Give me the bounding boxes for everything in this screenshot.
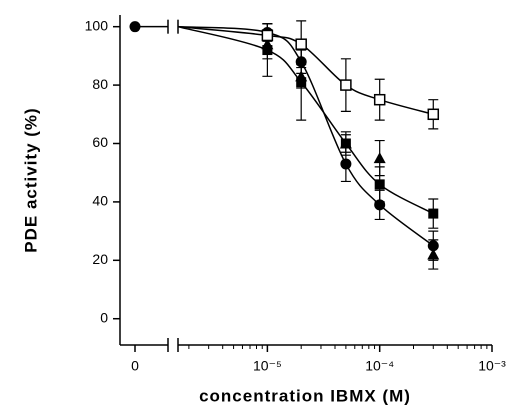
marker (340, 158, 352, 170)
x-tick-label: 0 (131, 358, 139, 374)
x-tick-label: 10⁻⁴ (365, 358, 394, 374)
x-axis-label: concentration IBMX (M) (199, 386, 411, 405)
x-tick-label: 10⁻³ (478, 358, 506, 374)
y-tick-label: 40 (92, 193, 108, 209)
marker (129, 21, 141, 33)
x-tick-label: 10⁻⁵ (253, 358, 282, 374)
marker (339, 137, 352, 149)
marker (427, 108, 440, 121)
y-axis-label: PDE activity (%) (21, 107, 40, 252)
marker (373, 93, 386, 106)
marker (295, 38, 307, 50)
marker (340, 79, 352, 91)
marker (261, 29, 274, 42)
marker (373, 152, 386, 164)
y-tick-label: 80 (92, 76, 108, 92)
y-tick-label: 20 (92, 251, 108, 267)
y-tick-label: 100 (85, 17, 109, 33)
y-tick-label: 60 (92, 134, 108, 150)
marker (428, 208, 439, 219)
marker (295, 70, 308, 82)
y-tick-label: 0 (100, 309, 108, 325)
marker (374, 179, 385, 190)
marker (427, 248, 440, 260)
